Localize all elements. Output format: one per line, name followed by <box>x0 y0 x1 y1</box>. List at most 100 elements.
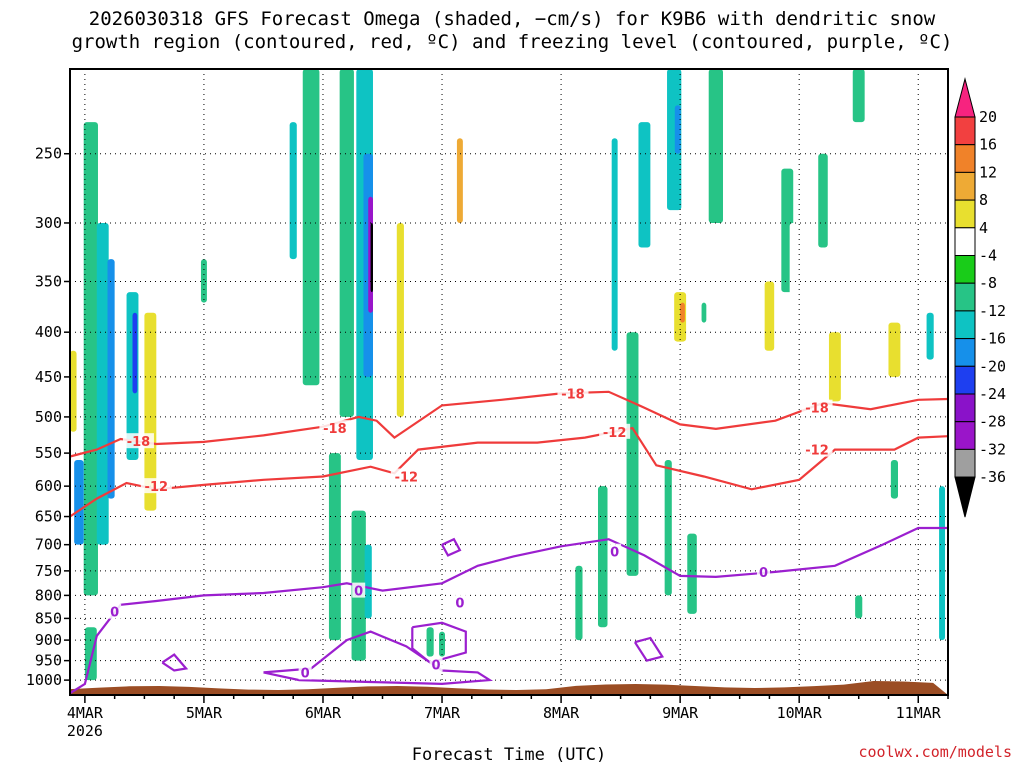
omega-cell <box>132 312 138 394</box>
colorbar-segment <box>954 77 976 118</box>
omega-cell <box>364 544 372 619</box>
colorbar-segment <box>954 255 976 284</box>
dendritic-contour-label: -18 <box>323 422 347 437</box>
colorbar: 20 16 12 8 4 -4 -8 -12 -16 -20 -24 -28 -32 -36 <box>954 77 1006 518</box>
freezing-contour-label-bg <box>756 563 770 579</box>
plot-frame <box>69 68 949 696</box>
omega-cell <box>701 302 707 323</box>
omega-cell <box>626 332 639 576</box>
omega-cell <box>107 259 115 499</box>
colorbar-label: 4 <box>979 219 988 237</box>
y-tick-label: 250 <box>35 145 62 163</box>
freezing-contour-label-bg <box>298 664 312 680</box>
colorbar-segment <box>954 171 976 201</box>
omega-cell <box>638 122 651 248</box>
y-tick-label: 600 <box>35 477 62 495</box>
omega-cell <box>96 222 109 545</box>
x-axis: 4MAR 5MAR 6MAR 7MAR 8MAR 9MAR 10MAR 11MAR 2026 <box>67 695 949 740</box>
omega-cell <box>84 627 97 681</box>
omega-cell <box>789 222 797 369</box>
x-tick-sublabel: 2026 <box>67 722 103 740</box>
omega-cell <box>611 138 618 351</box>
colorbar-label: -28 <box>979 413 1006 431</box>
freezing-contour-label: 0 <box>432 659 441 674</box>
colorbar-segment <box>954 448 976 478</box>
freezing-contour-label-bg <box>352 582 366 598</box>
chart-title: 2026030318 GFS Forecast Omega (shaded, −… <box>71 8 953 53</box>
omega-cell <box>680 302 685 323</box>
omega-cell <box>302 69 320 386</box>
y-tick-label: 750 <box>35 562 62 580</box>
colorbar-segment <box>954 421 976 450</box>
dendritic-contour-label: -18 <box>561 387 585 402</box>
colorbar-label: 16 <box>979 136 997 154</box>
colorbar-segment <box>954 365 976 395</box>
freezing-contour-label: 0 <box>301 666 310 681</box>
dendritic-contour-label: -12 <box>603 426 627 441</box>
omega-cell <box>926 312 934 360</box>
y-tick-label: 700 <box>35 536 62 554</box>
freezing-contour-line <box>411 621 467 664</box>
omega-cell <box>328 453 341 641</box>
omega-cell <box>546 122 553 260</box>
colorbar-label: 12 <box>979 163 997 181</box>
omega-cell <box>828 332 841 402</box>
colorbar-label: -32 <box>979 440 1006 458</box>
colorbar-label: -36 <box>979 468 1006 486</box>
credit-text: coolwx.com/models <box>858 743 1012 761</box>
x-tick-label: 8MAR <box>543 704 580 722</box>
dendritic-contour-label: -12 <box>145 480 169 495</box>
omega-cell <box>70 350 77 432</box>
dendritic-contour-label-bg <box>599 423 631 439</box>
y-tick-label: 350 <box>35 272 62 290</box>
omega-cell <box>650 453 663 586</box>
dendritic-contour-label-bg <box>319 420 351 436</box>
omega-cell <box>687 533 697 614</box>
colorbar-label: -16 <box>979 330 1006 348</box>
freezing-contour-label-bg <box>608 543 622 559</box>
omega-cell <box>747 222 756 282</box>
y-tick-label: 550 <box>35 444 62 462</box>
dendritic-contour-label-bg <box>390 468 422 484</box>
colorbar-label: -20 <box>979 357 1006 375</box>
x-tick-label: 7MAR <box>424 704 461 722</box>
x-tick-label: 11MAR <box>896 704 942 722</box>
colorbar-segment <box>954 199 976 229</box>
colorbar-label: -8 <box>979 274 997 292</box>
dendritic-contour-label-bg <box>801 441 833 457</box>
colorbar-segment <box>954 144 976 173</box>
freezing-contour-label-bg <box>108 603 122 619</box>
y-tick-label: 650 <box>35 508 62 526</box>
omega-cell <box>674 105 681 154</box>
colorbar-label: -12 <box>979 302 1006 320</box>
omega-cell <box>497 168 506 313</box>
omega-cell <box>396 222 404 417</box>
freezing-contour-line <box>69 526 948 695</box>
omega-cell <box>869 332 884 460</box>
freezing-contour-label: 0 <box>610 546 619 561</box>
colorbar-label: 20 <box>979 108 997 126</box>
omega-cell <box>144 312 157 511</box>
dendritic-contour-label: -18 <box>127 435 151 450</box>
contours: -18 -18 -18 -18 -12 -12 -12 -12 0 0 0 0 0 0 0 <box>69 385 949 695</box>
y-axis: 250 300 350 400 450 500 550 600 650 700 750 800 850 9… <box>26 145 70 689</box>
omega-cell <box>667 69 682 211</box>
omega-cell <box>925 69 935 154</box>
dendritic-contour-label: -12 <box>805 444 829 459</box>
freezing-contour-label: 0 <box>759 566 768 581</box>
freezing-contour-label-bg <box>453 594 467 610</box>
y-tick-label: 850 <box>35 609 62 627</box>
colorbar-label: 8 <box>979 191 988 209</box>
omega-cell <box>339 69 354 417</box>
omega-cell <box>456 138 463 223</box>
dendritic-contour-label: -12 <box>395 471 419 486</box>
terrain <box>70 681 948 695</box>
omega-cell <box>888 322 901 377</box>
omega-cell <box>852 69 865 123</box>
freezing-contour-label: 0 <box>455 596 464 611</box>
x-tick-label: 4MAR <box>67 704 104 722</box>
omega-cell <box>664 459 672 596</box>
omega-cell <box>572 122 585 460</box>
omega-cell <box>83 122 98 596</box>
